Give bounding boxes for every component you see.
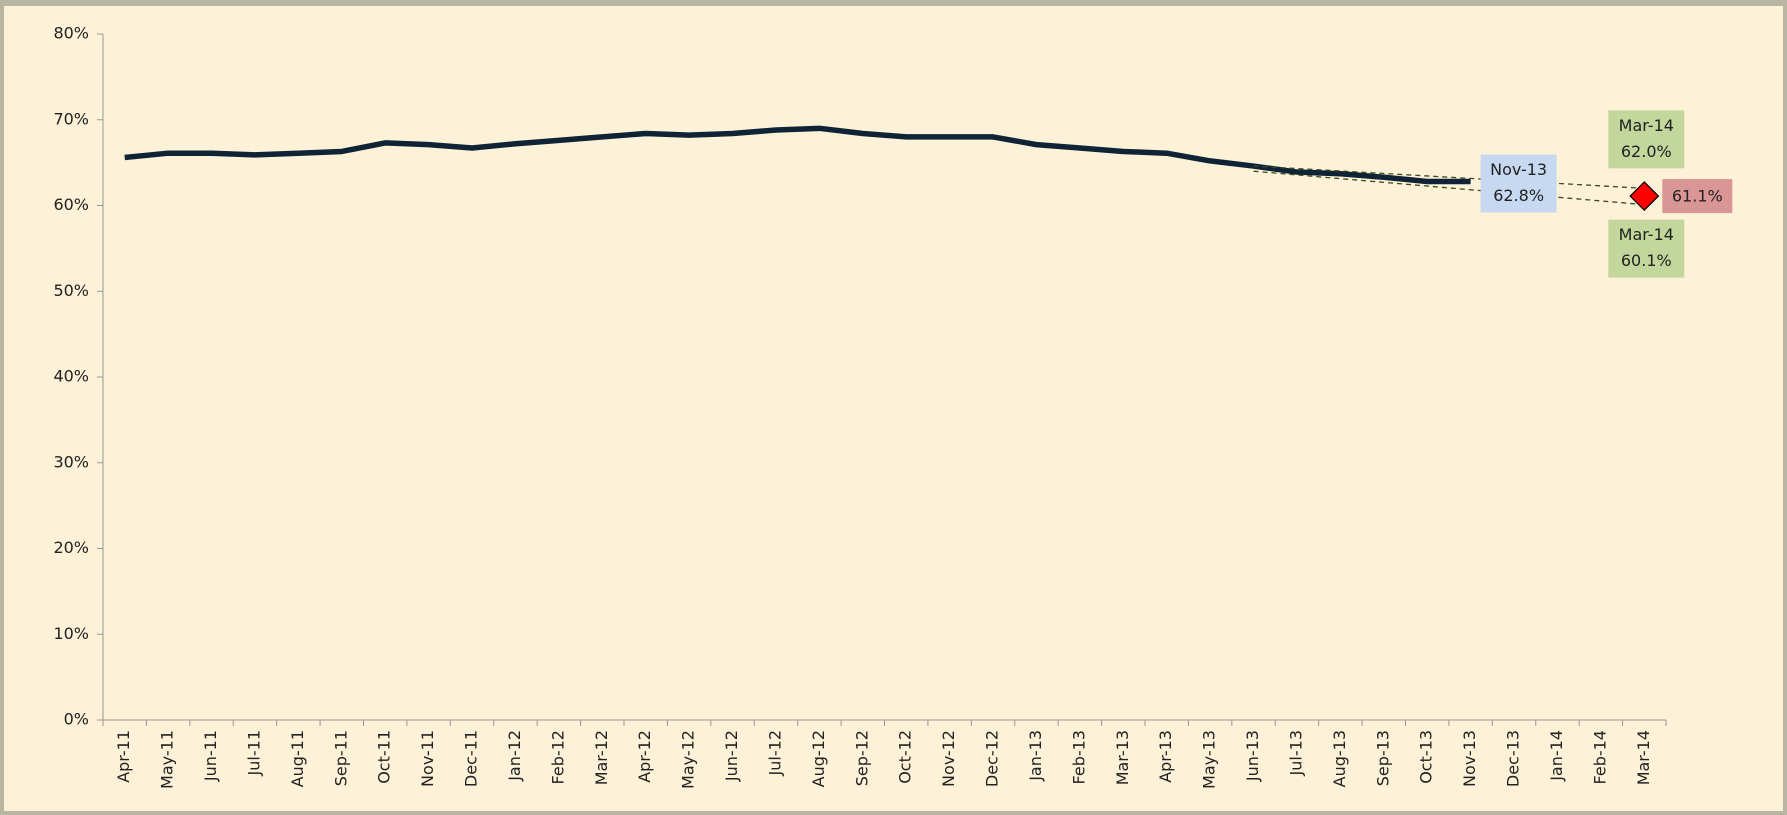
x-tick-label: Nov-12 [939, 730, 958, 787]
trend-line [1253, 165, 1645, 189]
x-tick-label: Aug-12 [809, 730, 828, 787]
y-tick-label: 20% [53, 538, 89, 557]
callout-box [1608, 219, 1685, 278]
y-tick-label: 0% [64, 710, 89, 729]
x-tick-label: May-12 [679, 730, 698, 789]
x-tick-label: Aug-11 [288, 730, 307, 787]
x-tick-label: Apr-11 [114, 730, 133, 783]
trend-line [1253, 170, 1645, 206]
x-tick-label: Mar-14 [1634, 730, 1653, 785]
x-tick-label: May-13 [1200, 730, 1219, 789]
x-tick-label: Nov-13 [1460, 730, 1479, 787]
marker [1629, 181, 1660, 212]
x-tick-label: Dec-11 [462, 730, 481, 787]
x-tick-label: Aug-13 [1330, 730, 1349, 787]
x-tick-label: Dec-12 [983, 730, 1002, 787]
callout-value: 62.8% [1493, 186, 1544, 205]
marker-label: 61.1% [1672, 187, 1723, 206]
callout-box [1480, 154, 1557, 213]
x-tick-label: Jan-12 [505, 730, 524, 782]
y-tick-label: 10% [53, 624, 89, 643]
x-tick-label: Apr-13 [1156, 730, 1175, 783]
x-tick-label: Oct-11 [375, 730, 394, 784]
x-tick-label: Feb-13 [1069, 730, 1088, 784]
x-tick-label: Jul-13 [1286, 730, 1305, 776]
callout-label: Mar-14 [1619, 225, 1674, 244]
x-tick-label: Sep-13 [1373, 730, 1392, 786]
x-tick-label: Nov-11 [418, 730, 437, 787]
y-tick-label: 40% [53, 367, 89, 386]
x-tick-label: Feb-14 [1590, 730, 1609, 784]
x-tick-label: Sep-12 [852, 730, 871, 786]
x-tick-label: Jun-13 [1243, 730, 1262, 782]
x-tick-label: Oct-12 [896, 730, 915, 784]
y-tick-label: 50% [53, 281, 89, 300]
data-line [124, 125, 1471, 185]
x-tick-label: Sep-11 [331, 730, 350, 786]
y-tick-label: 60% [53, 195, 89, 214]
callout-label: Mar-14 [1619, 116, 1674, 135]
y-tick-label: 70% [53, 109, 89, 128]
callout-label: Nov-13 [1490, 160, 1547, 179]
x-tick-label: Jul-12 [765, 730, 784, 776]
x-tick-label: May-11 [158, 730, 177, 789]
x-tick-label: Jun-12 [722, 730, 741, 782]
x-tick-label: Feb-12 [548, 730, 567, 784]
x-tick-label: Mar-13 [1113, 730, 1132, 785]
y-tick-label: 30% [53, 452, 89, 471]
callout-box [1608, 110, 1685, 169]
x-tick-label: Jan-14 [1547, 730, 1566, 782]
marker-label-box [1662, 179, 1733, 214]
x-tick-label: Dec-13 [1504, 730, 1523, 787]
x-tick-label: Apr-12 [635, 730, 654, 783]
y-tick-label: 80% [53, 24, 89, 43]
x-tick-label: Jul-11 [244, 730, 263, 776]
x-tick-label: Oct-13 [1417, 730, 1436, 784]
callout-value: 60.1% [1621, 251, 1672, 270]
x-tick-label: Jun-11 [201, 730, 220, 782]
x-tick-label: Jan-13 [1026, 730, 1045, 782]
callout-value: 62.0% [1621, 142, 1672, 161]
x-tick-label: Mar-12 [592, 730, 611, 785]
chart-background [4, 6, 1783, 811]
